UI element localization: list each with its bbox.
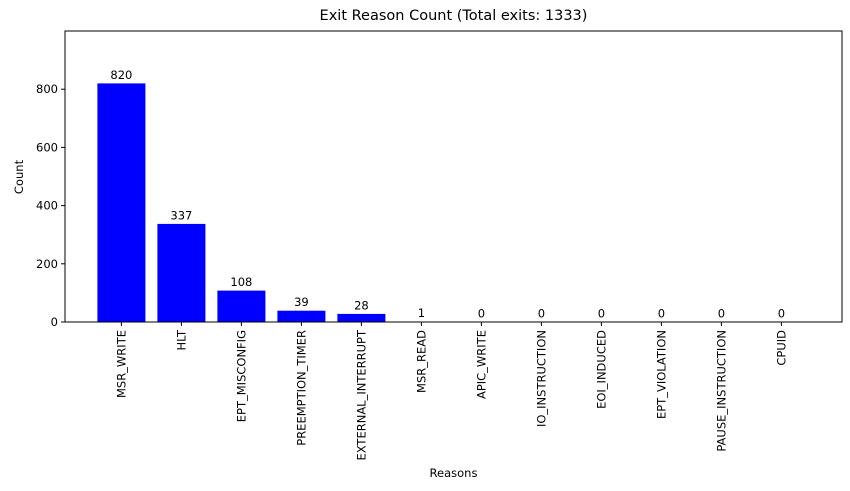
bar-value-label: 0 — [778, 307, 785, 321]
y-tick-label: 600 — [36, 140, 58, 154]
x-tick-label: EPT_MISCONFIG — [234, 330, 248, 422]
x-tick-label: EOI_INDUCED — [594, 330, 608, 409]
y-tick-label: 400 — [36, 199, 58, 213]
bar-value-label: 0 — [718, 307, 725, 321]
bar-PREEMPTION_TIMER — [277, 310, 326, 322]
x-tick-label: CPUID — [774, 330, 788, 366]
bar-HLT — [157, 223, 206, 322]
bar-value-label: 28 — [354, 298, 369, 312]
bar-value-label: 337 — [170, 208, 192, 222]
x-tick-label: EXTERNAL_INTERRUPT — [354, 329, 368, 460]
x-tick-label: MSR_READ — [414, 330, 428, 393]
x-tick-label: APIC_WRITE — [474, 330, 488, 399]
bar-value-label: 0 — [658, 307, 665, 321]
bar-value-label: 108 — [230, 275, 252, 289]
x-tick-label: EPT_VIOLATION — [654, 330, 668, 419]
x-tick-label: MSR_WRITE — [114, 330, 128, 398]
y-tick-label: 800 — [36, 82, 58, 96]
bar-MSR_WRITE — [97, 83, 146, 323]
bar-value-label: 0 — [538, 307, 545, 321]
bar-value-label: 820 — [110, 68, 132, 82]
x-tick-label: PAUSE_INSTRUCTION — [714, 330, 728, 452]
y-tick-label: 200 — [36, 257, 58, 271]
bar-value-label: 0 — [478, 307, 485, 321]
y-tick-label: 0 — [51, 315, 58, 329]
x-axis-label: Reasons — [429, 466, 478, 480]
bar-value-label: 0 — [598, 307, 605, 321]
x-tick-label: PREEMPTION_TIMER — [294, 330, 308, 446]
x-tick-label: IO_INSTRUCTION — [534, 330, 548, 427]
bar-EXTERNAL_INTERRUPT — [337, 313, 386, 322]
bar-value-label: 39 — [294, 295, 309, 309]
bar-EPT_MISCONFIG — [217, 290, 266, 322]
plot-frame — [64, 30, 843, 323]
chart-title: Exit Reason Count (Total exits: 1333) — [319, 8, 588, 24]
bar-value-label: 1 — [418, 306, 425, 320]
x-tick-label: HLT — [174, 329, 188, 350]
